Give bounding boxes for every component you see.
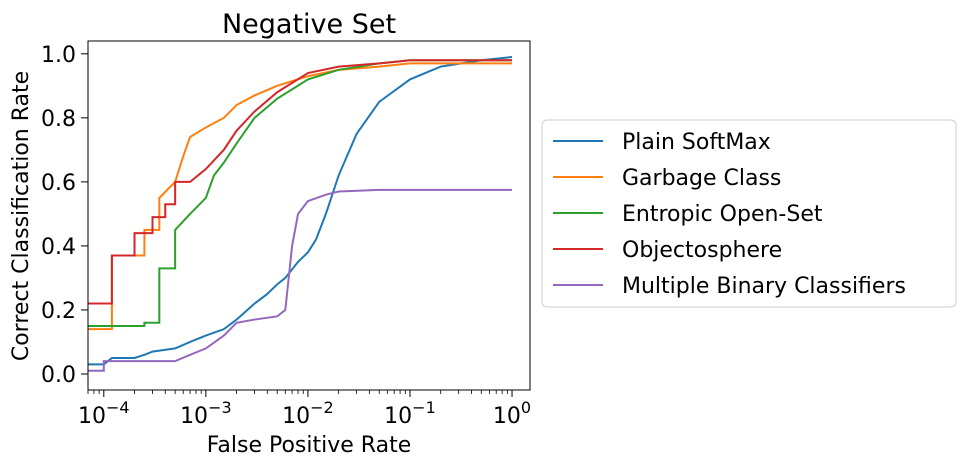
x-tick-exponent: 0 bbox=[521, 398, 531, 417]
legend-label-2: Entropic Open-Set bbox=[622, 202, 823, 227]
x-tick-exponent: −1 bbox=[412, 398, 436, 417]
x-tick-base: 10 bbox=[384, 404, 412, 429]
plot-lines bbox=[88, 56, 513, 372]
series-line-0 bbox=[88, 56, 513, 366]
x-tick-exponent: −2 bbox=[310, 398, 334, 417]
legend-label-4: Multiple Binary Classifiers bbox=[622, 274, 906, 299]
x-tick-base: 10 bbox=[180, 404, 208, 429]
y-axis-label: Correct Classification Rate bbox=[9, 71, 34, 361]
series-line-4 bbox=[88, 188, 513, 372]
x-tick-base: 10 bbox=[282, 404, 310, 429]
y-axis: 0.0 0.2 0.4 0.6 0.8 1.0 bbox=[41, 43, 88, 388]
y-tick-label: 0.2 bbox=[41, 299, 76, 324]
x-axis-label: False Positive Rate bbox=[207, 433, 411, 458]
x-tick-label: 10−1 bbox=[384, 398, 436, 429]
y-tick-label: 0.8 bbox=[41, 107, 76, 132]
y-tick-label: 0.4 bbox=[41, 235, 76, 260]
legend-label-3: Objectosphere bbox=[622, 238, 782, 263]
x-axis: 10−4 10−3 10−2 10−1 100 bbox=[78, 390, 531, 429]
legend: Plain SoftMax Garbage Class Entropic Open-… bbox=[541, 119, 957, 308]
y-tick-label: 1.0 bbox=[41, 43, 76, 68]
legend-label-0: Plain SoftMax bbox=[622, 130, 771, 155]
x-tick-exponent: −3 bbox=[208, 398, 232, 417]
x-tick-label: 10−2 bbox=[282, 398, 334, 429]
legend-label-1: Garbage Class bbox=[622, 166, 781, 191]
series-line-1 bbox=[88, 62, 513, 331]
series-line-3 bbox=[88, 59, 513, 305]
series-line-2 bbox=[88, 59, 513, 327]
x-tick-label: 100 bbox=[493, 398, 531, 429]
y-tick-label: 0.0 bbox=[41, 363, 76, 388]
x-tick-base: 10 bbox=[78, 404, 106, 429]
x-tick-base: 10 bbox=[493, 404, 521, 429]
x-tick-exponent: −4 bbox=[106, 398, 130, 417]
x-tick-label: 10−4 bbox=[78, 398, 130, 429]
legend-box bbox=[541, 119, 957, 308]
y-tick-label: 0.6 bbox=[41, 171, 76, 196]
chart-title: Negative Set bbox=[222, 9, 396, 40]
plot-frame bbox=[87, 40, 531, 391]
x-tick-label: 10−3 bbox=[180, 398, 232, 429]
